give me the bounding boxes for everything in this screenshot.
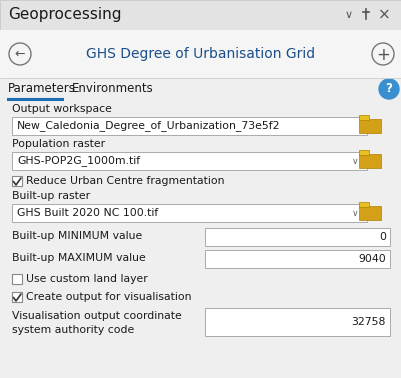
Bar xyxy=(358,150,368,155)
Text: 9040: 9040 xyxy=(357,254,385,264)
Bar xyxy=(0,100,401,378)
Text: ×: × xyxy=(377,8,389,23)
Text: New_Caledonia_Degree_of_Urbanization_73e5f2: New_Caledonia_Degree_of_Urbanization_73e… xyxy=(17,121,280,132)
Text: Built-up MINIMUM value: Built-up MINIMUM value xyxy=(12,231,142,241)
Text: ᴾ: ᴾ xyxy=(364,11,367,20)
Bar xyxy=(12,152,366,170)
Text: ∨: ∨ xyxy=(344,10,352,20)
Text: GHS Degree of Urbanisation Grid: GHS Degree of Urbanisation Grid xyxy=(86,47,315,61)
Text: Population raster: Population raster xyxy=(12,139,105,149)
Text: Output workspace: Output workspace xyxy=(12,104,111,114)
Text: Reduce Urban Centre fragmentation: Reduce Urban Centre fragmentation xyxy=(26,176,224,186)
Bar xyxy=(205,250,389,268)
Text: 0: 0 xyxy=(378,232,385,242)
Text: 32758: 32758 xyxy=(351,317,385,327)
Text: +: + xyxy=(375,45,389,64)
Bar xyxy=(358,154,380,168)
Text: GHS Built 2020 NC 100.tif: GHS Built 2020 NC 100.tif xyxy=(17,208,158,218)
Circle shape xyxy=(378,79,398,99)
Bar xyxy=(358,115,368,120)
Text: Create output for visualisation: Create output for visualisation xyxy=(26,292,191,302)
Bar xyxy=(205,308,389,336)
Bar xyxy=(12,292,22,302)
Text: Environments: Environments xyxy=(72,82,153,96)
Text: ?: ? xyxy=(385,82,391,96)
Bar xyxy=(12,274,22,284)
Text: GHS-POP2G_1000m.tif: GHS-POP2G_1000m.tif xyxy=(17,155,140,166)
Text: Built-up MAXIMUM value: Built-up MAXIMUM value xyxy=(12,253,146,263)
Bar xyxy=(358,206,380,220)
Text: Use custom land layer: Use custom land layer xyxy=(26,274,148,284)
Bar xyxy=(358,202,368,207)
Text: Geoprocessing: Geoprocessing xyxy=(8,8,121,23)
Bar xyxy=(358,119,380,133)
Text: ∨: ∨ xyxy=(351,209,357,217)
Text: Parameters: Parameters xyxy=(8,82,76,96)
Bar xyxy=(205,228,389,246)
Text: ←: ← xyxy=(15,48,25,61)
Text: ∨: ∨ xyxy=(351,156,357,166)
Bar xyxy=(0,30,401,78)
Bar xyxy=(12,204,366,222)
Bar xyxy=(12,176,22,186)
Text: Visualisation output coordinate
system authority code: Visualisation output coordinate system a… xyxy=(12,311,181,335)
Bar xyxy=(12,117,366,135)
Bar xyxy=(0,78,401,100)
Bar xyxy=(0,0,401,30)
Text: Built-up raster: Built-up raster xyxy=(12,191,90,201)
